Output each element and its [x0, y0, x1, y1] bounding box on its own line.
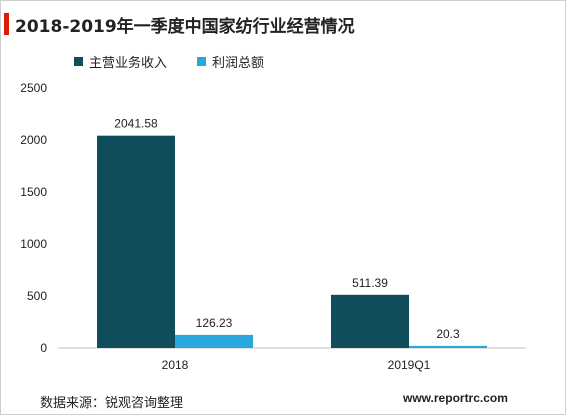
legend-label-profit: 利润总额 — [212, 56, 265, 71]
y-tick-label: 2000 — [20, 133, 47, 147]
legend-label-revenue: 主营业务收入 — [89, 56, 168, 71]
bar — [331, 294, 409, 348]
legend-item-profit: 利润总额 — [197, 52, 264, 71]
y-tick-label: 500 — [27, 289, 47, 303]
data-label: 511.39 — [352, 276, 388, 290]
y-tick-label: 1500 — [20, 185, 47, 199]
bar — [409, 345, 487, 348]
y-tick-label: 2500 — [20, 81, 47, 95]
legend-item-revenue: 主营业务收入 — [74, 52, 167, 71]
y-tick-label: 1000 — [20, 237, 47, 251]
chart-title: 2018-2019年一季度中国家纺行业经营情况 — [15, 17, 355, 37]
data-label: 2041.58 — [114, 117, 158, 131]
chart-legend: 主营业务收入 利润总额 — [74, 52, 294, 71]
bar — [175, 334, 253, 348]
x-tick-label: 2019Q1 — [388, 358, 431, 372]
legend-swatch-revenue — [74, 57, 83, 66]
data-label: 126.23 — [196, 316, 233, 330]
data-source: 数据来源：锐观咨询整理 — [40, 396, 184, 411]
data-label: 20.3 — [436, 327, 460, 341]
y-tick-label: 0 — [40, 341, 47, 355]
website-url: www.reportrc.com — [403, 391, 508, 405]
bar — [97, 135, 175, 348]
legend-swatch-profit — [197, 57, 207, 66]
title-accent-bar — [4, 13, 9, 35]
x-tick-label: 2018 — [162, 358, 189, 372]
